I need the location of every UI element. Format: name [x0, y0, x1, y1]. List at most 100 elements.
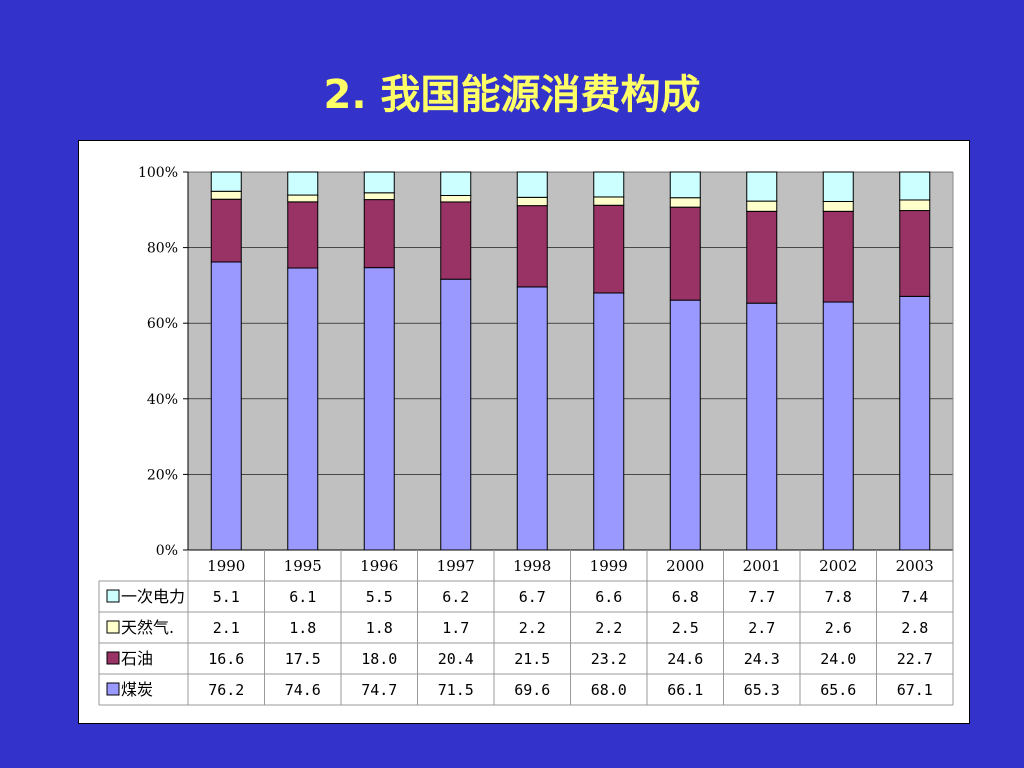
- data-label: 24.6: [667, 650, 703, 668]
- bar-segment: [516, 205, 548, 288]
- bar-segment: [669, 206, 701, 301]
- bar-segment: [593, 171, 625, 198]
- bar-segment: [210, 190, 242, 200]
- y-tick-label: 40%: [147, 392, 178, 408]
- bar-segment: [669, 197, 701, 208]
- legend-label: 煤炭: [121, 680, 153, 699]
- data-label: 2.7: [748, 619, 775, 637]
- bar-segment: [822, 301, 854, 551]
- legend-swatch: [106, 589, 120, 603]
- x-tick-label: 1997: [437, 557, 475, 575]
- legend-swatch: [106, 620, 120, 634]
- bar-segment: [210, 198, 242, 263]
- data-label: 2.2: [595, 619, 622, 637]
- data-label: 68.0: [591, 681, 627, 699]
- data-label: 22.7: [897, 650, 933, 668]
- bar-segment: [516, 171, 548, 198]
- bar-segment: [440, 171, 472, 196]
- slide-title: 2. 我国能源消费构成: [323, 72, 701, 118]
- data-label: 65.3: [744, 681, 780, 699]
- data-label: 5.1: [213, 588, 240, 606]
- data-label: 24.3: [744, 650, 780, 668]
- data-label: 74.6: [285, 681, 321, 699]
- data-label: 69.6: [514, 681, 550, 699]
- bar-segment: [822, 200, 854, 212]
- stacked-bar-chart: 0% 20% 40% 60% 80% 100% 1990 1995 1996 1997 1998 19…: [98, 165, 954, 706]
- data-label: 18.0: [361, 650, 397, 668]
- legend-label: 一次电力: [121, 587, 185, 606]
- bar-segment: [822, 210, 854, 303]
- bar-segment: [899, 295, 931, 551]
- bar-segment: [593, 204, 625, 294]
- y-tick-label: 60%: [147, 316, 178, 332]
- legend-label: 天然气.: [121, 618, 174, 637]
- data-label: 6.1: [289, 588, 316, 606]
- bar-segment: [287, 194, 319, 203]
- data-label: 71.5: [438, 681, 474, 699]
- data-label: 2.2: [519, 619, 546, 637]
- bar-segment: [440, 194, 472, 203]
- x-tick-label: 2003: [896, 557, 934, 575]
- data-label: 67.1: [897, 681, 933, 699]
- data-label: 6.2: [442, 588, 469, 606]
- data-label: 1.8: [289, 619, 316, 637]
- data-label: 2.8: [901, 619, 928, 637]
- data-label: 74.7: [361, 681, 397, 699]
- x-tick-label: 1996: [360, 557, 398, 575]
- data-label: 6.7: [519, 588, 546, 606]
- bar-segment: [287, 267, 319, 551]
- data-label: 7.8: [825, 588, 852, 606]
- bar-segment: [899, 171, 931, 201]
- bar-segment: [210, 261, 242, 551]
- data-label: 76.2: [208, 681, 244, 699]
- data-label: 2.5: [672, 619, 699, 637]
- data-label: 6.6: [595, 588, 622, 606]
- data-label: 1.7: [442, 619, 469, 637]
- x-tick-label: 1999: [590, 557, 628, 575]
- bar-segment: [287, 171, 319, 196]
- bar-segment: [516, 196, 548, 207]
- legend-label: 石油: [121, 649, 153, 668]
- data-label: 66.1: [667, 681, 703, 699]
- bar-segment: [669, 171, 701, 199]
- y-tick-label: 0%: [156, 543, 178, 559]
- x-tick-label: 2002: [819, 557, 857, 575]
- bar-segment: [440, 278, 472, 551]
- data-label: 16.6: [208, 650, 244, 668]
- data-label: 2.1: [213, 619, 240, 637]
- bar-segment: [363, 199, 395, 269]
- bar-segment: [746, 171, 778, 202]
- data-label: 5.5: [366, 588, 393, 606]
- bar-segment: [899, 210, 931, 297]
- x-tick-label: 1998: [513, 557, 551, 575]
- bar-segment: [593, 196, 625, 206]
- bar-segment: [287, 201, 319, 269]
- data-label: 1.8: [366, 619, 393, 637]
- data-label: 6.8: [672, 588, 699, 606]
- legend-swatch: [106, 682, 120, 696]
- chart-panel: 0% 20% 40% 60% 80% 100% 1990 1995 1996 1997 1998 19…: [78, 140, 970, 724]
- x-tick-label: 2000: [666, 557, 704, 575]
- y-tick-label: 80%: [147, 241, 178, 257]
- bar-segment: [440, 201, 472, 280]
- x-tick-label: 2001: [743, 557, 781, 575]
- data-label: 65.6: [820, 681, 856, 699]
- legend-swatch: [106, 651, 120, 665]
- x-tick-label: 1995: [284, 557, 322, 575]
- data-label: 24.0: [820, 650, 856, 668]
- data-label: 23.2: [591, 650, 627, 668]
- bar-segment: [363, 171, 395, 194]
- bar-segment: [210, 171, 242, 192]
- bar-segment: [363, 267, 395, 551]
- bar-segment: [516, 286, 548, 551]
- bar-segment: [593, 292, 625, 551]
- bar-segment: [899, 199, 931, 212]
- data-label: 17.5: [285, 650, 321, 668]
- data-label: 21.5: [514, 650, 550, 668]
- bar-segment: [669, 299, 701, 551]
- data-label: 7.7: [748, 588, 775, 606]
- y-tick-label: 20%: [147, 467, 178, 483]
- bar-segment: [746, 200, 778, 212]
- data-label: 7.4: [901, 588, 928, 606]
- data-label: 20.4: [438, 650, 474, 668]
